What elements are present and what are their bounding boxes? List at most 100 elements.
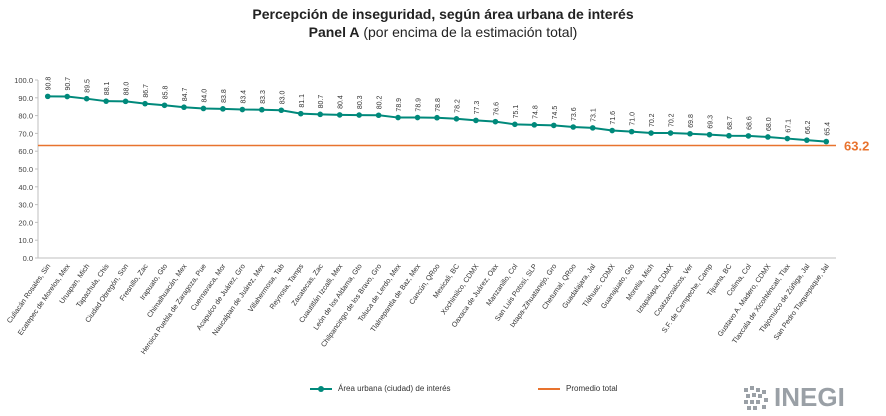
data-label: 70.2: [649, 113, 656, 127]
data-point: [609, 127, 615, 134]
y-tick-label: 70.0: [18, 129, 33, 138]
data-label: 84.0: [201, 89, 208, 103]
data-point: [492, 118, 499, 125]
data-label: 88.0: [124, 82, 131, 96]
legend-average: Promedio total: [538, 384, 618, 393]
data-label: 88.1: [104, 81, 111, 95]
data-point: [434, 114, 440, 121]
inegi-logo-icon: [744, 385, 768, 410]
data-label: 68.0: [766, 117, 773, 131]
data-point: [512, 121, 518, 128]
data-point: [142, 100, 148, 107]
data-label: 77.3: [474, 101, 481, 115]
legend-average-swatch: [538, 387, 560, 390]
data-point: [414, 114, 421, 121]
line-chart: 0.0 10.0 20.0 30.0 40.0 50.0 60.0 70.0 80.0 90.0 1…: [5, 76, 870, 356]
panel-label: Panel A: [308, 24, 360, 40]
data-point: [706, 131, 713, 138]
data-point: [473, 117, 479, 124]
data-label: 85.8: [163, 86, 170, 100]
data-label: 89.5: [85, 79, 92, 93]
data-label: 69.8: [688, 114, 695, 128]
data-point: [804, 137, 810, 143]
data-label: 74.8: [532, 105, 539, 119]
data-label: 90.8: [46, 77, 53, 91]
y-tick-label: 40.0: [18, 183, 33, 192]
chart-subtitle: Panel A (por encima de la estimación tot…: [0, 24, 886, 40]
data-point: [453, 116, 460, 122]
y-tick-label: 30.0: [18, 201, 33, 210]
data-point: [550, 122, 557, 129]
data-point: [317, 111, 324, 118]
data-label: 70.2: [669, 113, 676, 127]
data-point: [239, 106, 246, 113]
data-point: [161, 102, 168, 109]
data-label: 80.4: [338, 95, 345, 109]
data-label: 90.7: [65, 77, 72, 91]
data-point: [336, 112, 343, 118]
average-value-label: 63.2: [844, 139, 869, 154]
data-label: 78.9: [416, 98, 423, 112]
data-label: 83.3: [260, 90, 267, 104]
data-label: 73.6: [571, 107, 578, 121]
data-point: [784, 135, 791, 142]
data-point: [122, 98, 129, 105]
data-label-layer: 90.8 90.7 89.5 88.1 88.0 86.7 85.8 84.7 84.0 83.8…: [46, 77, 832, 136]
data-point: [531, 122, 538, 128]
data-point: [628, 128, 635, 135]
y-tick-label: 20.0: [18, 218, 33, 227]
data-point: [181, 104, 187, 111]
inegi-logo: INEGI: [744, 382, 845, 413]
data-label: 83.0: [279, 91, 286, 105]
data-label: 84.7: [182, 88, 189, 102]
data-label: 76.6: [493, 102, 500, 116]
data-label: 71.0: [630, 112, 637, 126]
data-point: [823, 138, 830, 145]
data-point: [589, 125, 596, 131]
data-point: [375, 112, 382, 119]
data-label: 68.6: [746, 116, 753, 130]
data-label: 78.9: [396, 98, 403, 112]
data-point: [44, 93, 51, 100]
data-label: 71.6: [610, 111, 617, 125]
data-label: 68.7: [727, 116, 734, 130]
chart-title: Percepción de inseguridad, según área ur…: [252, 6, 634, 22]
data-point: [726, 132, 732, 139]
data-point: [64, 93, 70, 100]
data-label: 78.2: [454, 99, 461, 113]
series-layer: [44, 93, 830, 145]
y-tick-label: 50.0: [18, 165, 33, 174]
data-label: 65.4: [824, 122, 831, 136]
data-label: 80.7: [318, 95, 325, 109]
data-point: [648, 130, 654, 136]
panel-note: (por encima de la estimación total): [363, 24, 578, 40]
data-point: [259, 106, 265, 113]
data-point: [395, 114, 401, 121]
data-label: 81.1: [299, 94, 306, 108]
data-label: 73.1: [591, 108, 598, 122]
data-point: [200, 105, 207, 112]
y-tick-label: 90.0: [18, 94, 33, 103]
y-tick-label: 0.0: [23, 254, 33, 263]
data-label: 83.4: [240, 90, 247, 104]
data-point: [278, 107, 285, 114]
y-tick-label: 60.0: [18, 147, 33, 156]
data-point: [687, 130, 693, 137]
data-point: [667, 130, 674, 136]
data-point: [103, 98, 109, 104]
inegi-logo-text: INEGI: [774, 382, 845, 412]
data-label: 74.5: [552, 106, 559, 120]
data-point: [220, 106, 226, 112]
data-point: [356, 112, 362, 118]
legend-series: Área urbana (ciudad) de interés: [310, 384, 451, 393]
data-label: 69.3: [707, 115, 714, 129]
data-label: 78.8: [435, 98, 442, 112]
legend-series-swatch: [310, 385, 332, 392]
legend-series-label: Área urbana (ciudad) de interés: [338, 384, 451, 393]
data-label: 66.2: [805, 120, 812, 134]
average-layer: 63.2: [38, 139, 869, 154]
data-label: 86.7: [143, 84, 150, 98]
data-label: 67.1: [785, 119, 792, 133]
data-label: 83.8: [221, 89, 228, 103]
